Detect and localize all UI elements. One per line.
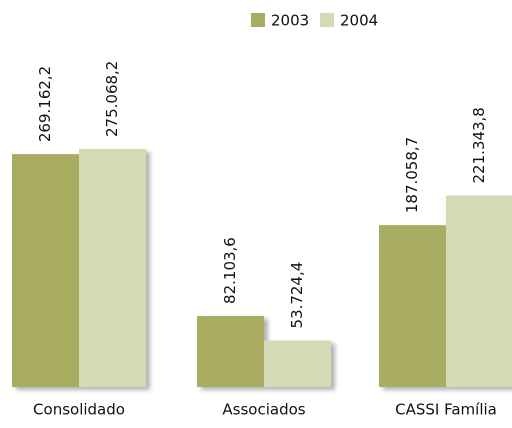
bar — [197, 315, 264, 387]
data-label: 275.068,2 — [103, 61, 121, 137]
bar — [79, 149, 146, 387]
data-label: 53.724,4 — [288, 262, 306, 329]
legend-swatch — [251, 13, 265, 27]
data-label: 269.162,2 — [36, 66, 54, 142]
data-label: 221.343,8 — [470, 107, 488, 183]
legend-label: 2004 — [340, 12, 378, 30]
bar — [446, 195, 512, 387]
x-tick-label: Associados — [222, 401, 305, 419]
bar — [12, 154, 79, 387]
legend-label: 2003 — [271, 12, 309, 30]
data-label: 82.103,6 — [221, 237, 239, 304]
x-tick-label: Consolidado — [33, 401, 125, 419]
bar — [379, 225, 446, 387]
bar — [264, 340, 331, 387]
legend-swatch — [320, 13, 334, 27]
x-tick-label: CASSI Família — [395, 401, 497, 419]
data-label: 187.058,7 — [403, 137, 421, 213]
